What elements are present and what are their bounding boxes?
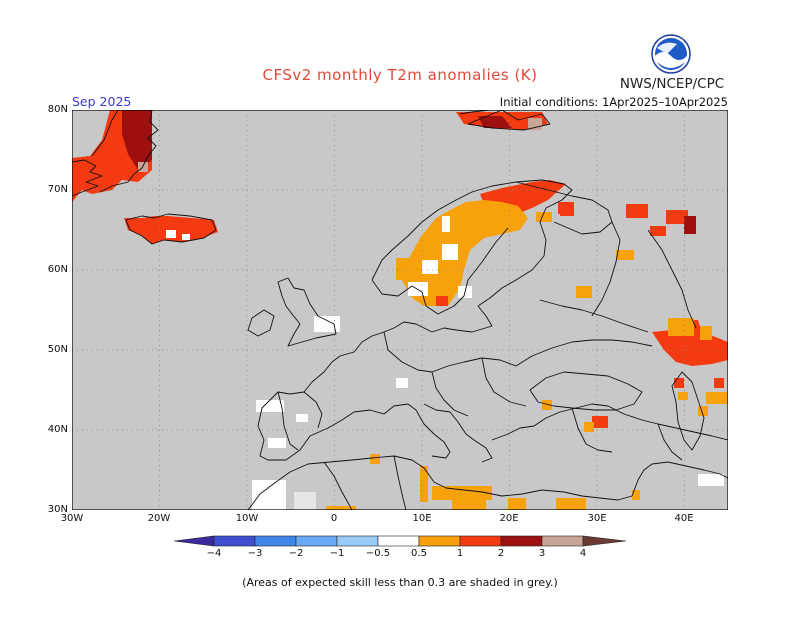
initial-conditions-label: Initial conditions: 1Apr2025–10Apr2025 xyxy=(499,95,728,109)
lon-label-20e: 20E xyxy=(499,513,519,524)
colorbar-label: 2 xyxy=(497,548,505,559)
lon-label-10w: 10W xyxy=(235,513,259,524)
anomaly-shading xyxy=(72,110,728,510)
lon-label-10e: 10E xyxy=(412,513,432,524)
lat-label-70n: 70N xyxy=(47,184,68,195)
lat-label-50n: 50N xyxy=(47,344,68,355)
lat-label-80n: 80N xyxy=(47,104,68,115)
graticule xyxy=(72,110,728,510)
lon-label-40e: 40E xyxy=(674,513,694,524)
lat-label-60n: 60N xyxy=(47,264,68,275)
colorbar-label: −0.5 xyxy=(365,548,391,559)
lon-label-30w: 30W xyxy=(60,513,84,524)
lat-label-30n: 30N xyxy=(47,504,68,515)
colorbar-label: 4 xyxy=(579,548,587,559)
colorbar-label: −4 xyxy=(206,548,222,559)
lat-label-40n: 40N xyxy=(47,424,68,435)
colorbar-label: 3 xyxy=(538,548,546,559)
colorbar-label: −2 xyxy=(288,548,304,559)
colorbar-label: 0.5 xyxy=(411,548,427,559)
colorbar xyxy=(174,535,626,547)
coastlines xyxy=(72,110,728,510)
colorbar-label: −1 xyxy=(329,548,345,559)
map-title: CFSv2 monthly T2m anomalies (K) xyxy=(262,66,538,84)
noaa-logo-icon xyxy=(651,34,691,74)
valid-month-label: Sep 2025 xyxy=(72,94,132,109)
lon-label-0: 0 xyxy=(330,513,338,524)
lon-label-20w: 20W xyxy=(147,513,171,524)
colorbar-label: 1 xyxy=(456,548,464,559)
anomaly-map xyxy=(72,110,728,510)
agency-label: NWS/NCEP/CPC xyxy=(619,76,725,92)
lon-label-30e: 30E xyxy=(587,513,607,524)
colorbar-label: −3 xyxy=(247,548,263,559)
skill-footnote: (Areas of expected skill less than 0.3 a… xyxy=(242,576,558,589)
